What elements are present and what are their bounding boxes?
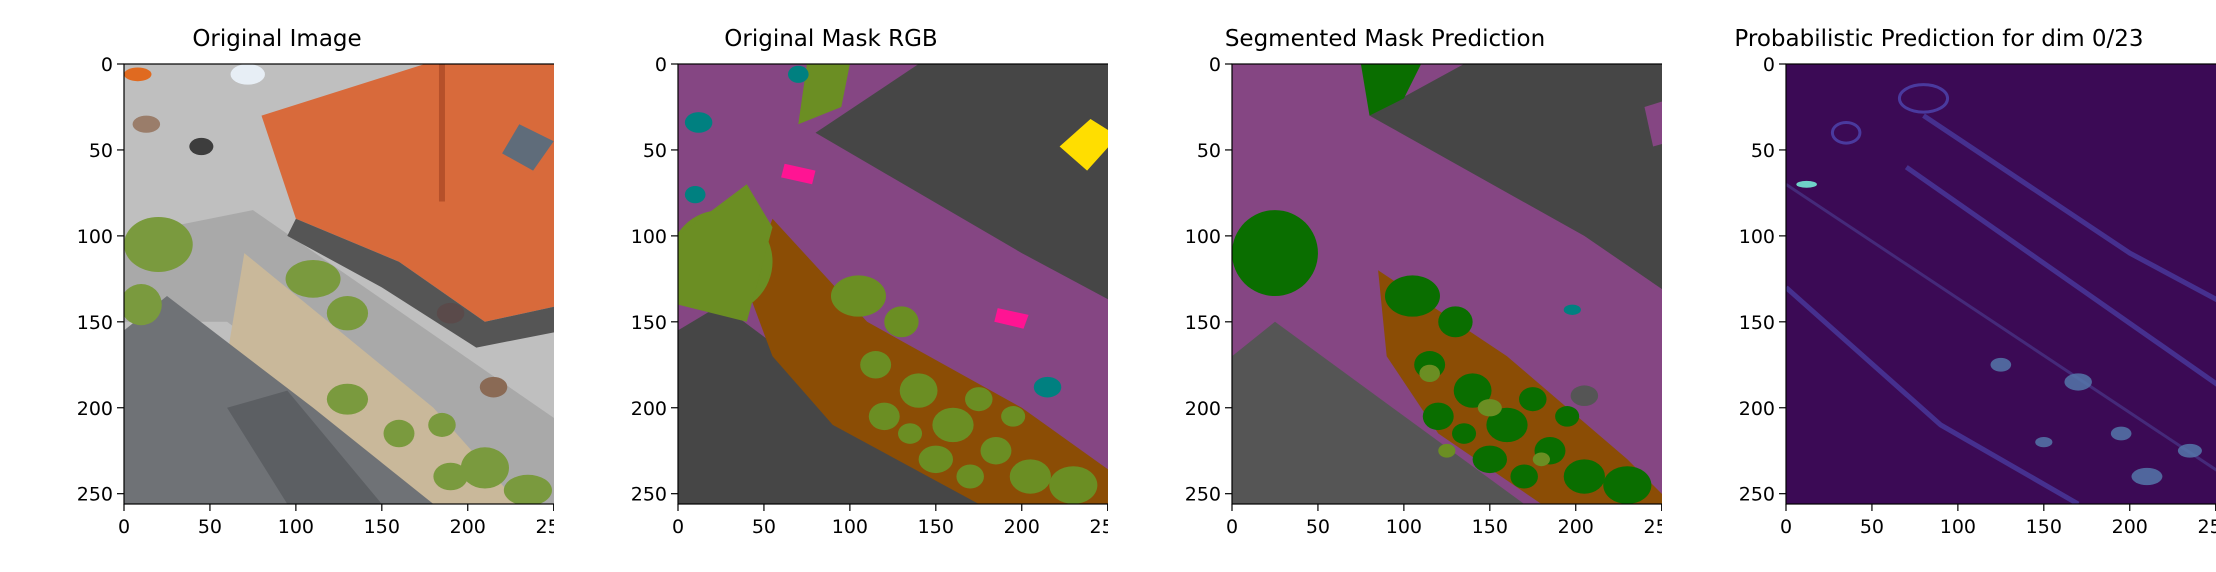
x-tick-label: 150 <box>918 516 954 538</box>
x-tick-label: 100 <box>1386 516 1422 538</box>
x-tick-label: 150 <box>364 516 400 538</box>
x-tick-label: 250 <box>1090 516 1108 538</box>
x-tick-label: 150 <box>1472 516 1508 538</box>
x-tick-label: 250 <box>1644 516 1662 538</box>
panel-title: Original Mask RGB <box>724 26 938 52</box>
x-tick-label: 50 <box>752 516 776 538</box>
x-tick-label: 100 <box>832 516 868 538</box>
y-tick-label: 150 <box>77 312 113 334</box>
x-tick-label: 0 <box>1226 516 1238 538</box>
x-tick-label: 250 <box>536 516 554 538</box>
y-tick-label: 250 <box>631 484 667 506</box>
y-tick-label: 250 <box>1739 484 1775 506</box>
x-tick-label: 100 <box>1940 516 1976 538</box>
panel-title: Original Image <box>192 26 362 52</box>
y-tick-label: 50 <box>1751 140 1775 162</box>
y-tick-label: 0 <box>1209 54 1221 76</box>
y-tick-label: 100 <box>631 226 667 248</box>
y-tick-label: 250 <box>1185 484 1221 506</box>
x-tick-label: 200 <box>2112 516 2148 538</box>
x-tick-label: 0 <box>1780 516 1792 538</box>
x-tick-label: 200 <box>1558 516 1594 538</box>
x-tick-label: 50 <box>198 516 222 538</box>
x-tick-label: 100 <box>278 516 314 538</box>
x-tick-label: 150 <box>2026 516 2062 538</box>
axes-photo: 050100150200250050100150200250 <box>77 54 554 538</box>
axes-probability: 050100150200250050100150200250 <box>1739 54 2216 538</box>
axes-frame <box>123 63 554 505</box>
image-prediction <box>1232 64 1662 504</box>
x-tick-label: 50 <box>1306 516 1330 538</box>
panel-prediction: Segmented Mask Prediction 0 50 100 150 200 25 0… <box>1108 0 1662 572</box>
y-tick-label: 200 <box>77 398 113 420</box>
y-tick-label: 250 <box>77 484 113 506</box>
panel-title: Probabilistic Prediction for dim 0/23 <box>1734 26 2144 52</box>
y-tick-label: 150 <box>631 312 667 334</box>
axes-frame <box>677 63 1108 505</box>
y-tick-label: 200 <box>631 398 667 420</box>
y-tick-label: 150 <box>1739 312 1775 334</box>
y-tick-label: 0 <box>1763 54 1775 76</box>
y-tick-label: 200 <box>1739 398 1775 420</box>
x-tick-label: 250 <box>2198 516 2216 538</box>
y-tick-label: 100 <box>77 226 113 248</box>
y-tick-label: 100 <box>1185 226 1221 248</box>
x-tick-label: 200 <box>1004 516 1040 538</box>
x-tick-label: 200 <box>450 516 486 538</box>
y-tick-label: 200 <box>1185 398 1221 420</box>
image-photo <box>124 64 554 504</box>
panel-mask: Original Mask RGB05010015020025005010015… <box>554 0 1108 572</box>
y-tick-label: 50 <box>89 140 113 162</box>
x-tick-label: 50 <box>1860 516 1884 538</box>
axes-frame <box>1231 63 1662 505</box>
image-mask <box>678 64 1108 504</box>
y-tick-label: 0 <box>101 54 113 76</box>
y-tick-label: 150 <box>1185 312 1221 334</box>
y-tick-label: 50 <box>1197 140 1221 162</box>
axes-frame <box>1785 63 2216 505</box>
y-tick-label: 50 <box>643 140 667 162</box>
x-tick-label: 0 <box>672 516 684 538</box>
panel-title: Segmented Mask Prediction <box>1224 26 1546 52</box>
axes-prediction: 050100150200250050100150200250 <box>1185 54 1662 538</box>
image-probability <box>1786 64 2216 504</box>
y-tick-label: 0 <box>655 54 667 76</box>
x-tick-label: 0 <box>118 516 130 538</box>
axes-mask: 050100150200250050100150200250 <box>631 54 1108 538</box>
panel-probability: Probabilistic Prediction for dim 0/23 0 50… <box>1662 0 2216 572</box>
y-tick-label: 100 <box>1739 226 1775 248</box>
panel-photo: Original Image05010015020025005010015020… <box>0 0 554 572</box>
